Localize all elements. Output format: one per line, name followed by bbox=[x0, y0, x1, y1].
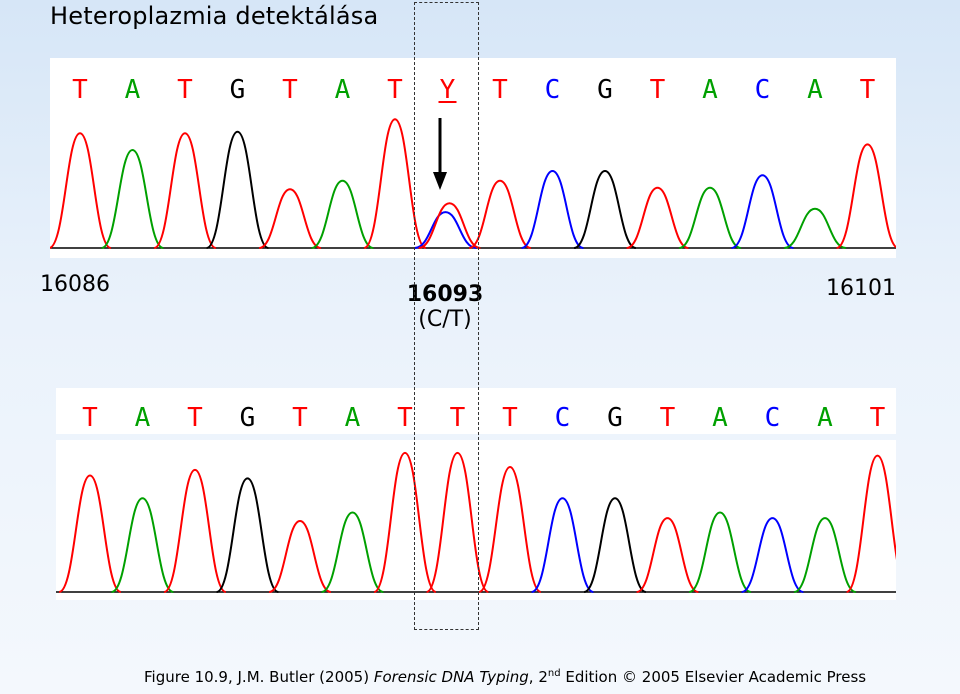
top-base-14: A bbox=[807, 75, 823, 105]
slide-title: Heteroplazmia detektálása bbox=[50, 2, 379, 30]
top-base-10: G bbox=[597, 75, 613, 105]
top-peak-2 bbox=[153, 132, 217, 249]
top-peak-9 bbox=[521, 169, 584, 249]
middle-position-label: 16093 (C/T) bbox=[400, 282, 490, 332]
caption-edition-rest: Edition © 2005 Elsevier Academic Press bbox=[560, 668, 867, 686]
bottom-base-4: T bbox=[292, 403, 308, 433]
top-peak-5 bbox=[311, 179, 374, 249]
bottom-base-9: C bbox=[555, 403, 571, 433]
top-base-2: T bbox=[177, 75, 193, 105]
bottom-base-13: C bbox=[765, 403, 781, 433]
bottom-peak-10 bbox=[583, 497, 647, 593]
bottom-chromatogram bbox=[56, 440, 896, 600]
down-arrow-icon bbox=[433, 118, 447, 190]
bottom-base-1: A bbox=[135, 403, 151, 433]
top-peak-14 bbox=[783, 207, 847, 249]
bottom-peak-8 bbox=[478, 466, 542, 593]
left-position-label: 16086 bbox=[40, 272, 110, 297]
bottom-base-15: T bbox=[870, 403, 886, 433]
bottom-base-12: A bbox=[712, 403, 728, 433]
top-base-4: T bbox=[282, 75, 298, 105]
top-peak-12 bbox=[678, 186, 742, 249]
top-base-5: A bbox=[335, 75, 351, 105]
bottom-peak-9 bbox=[531, 497, 594, 593]
top-base-0: T bbox=[72, 75, 88, 105]
bottom-base-8: T bbox=[502, 403, 518, 433]
bottom-base-14: A bbox=[817, 403, 833, 433]
top-base-9: C bbox=[545, 75, 561, 105]
caption-edition-sup: nd bbox=[547, 668, 561, 679]
top-base-7: Y bbox=[440, 75, 456, 105]
top-base-8: T bbox=[492, 75, 508, 105]
middle-position-variant: (C/T) bbox=[418, 307, 472, 332]
top-peak-8 bbox=[468, 179, 532, 249]
bottom-chromatogram-svg bbox=[56, 451, 896, 593]
bottom-base-0: T bbox=[82, 403, 98, 433]
bottom-base-6: T bbox=[397, 403, 413, 433]
bottom-base-3: G bbox=[240, 403, 256, 433]
bottom-base-10: G bbox=[607, 403, 623, 433]
right-position-label: 16101 bbox=[826, 276, 896, 301]
top-peak-6 bbox=[363, 118, 427, 249]
top-base-15: T bbox=[860, 75, 876, 105]
bottom-peak-5 bbox=[321, 511, 384, 593]
bottom-peak-14 bbox=[793, 517, 857, 593]
bottom-peak-6 bbox=[373, 451, 437, 593]
middle-position-number: 16093 bbox=[406, 282, 484, 307]
bottom-base-2: T bbox=[187, 403, 203, 433]
top-base-3: G bbox=[230, 75, 246, 105]
top-peak-4 bbox=[258, 188, 322, 249]
top-peak-15 bbox=[836, 143, 896, 249]
bottom-peak-12 bbox=[688, 511, 752, 593]
top-peak-3 bbox=[206, 130, 269, 249]
top-peak-7-t bbox=[418, 202, 481, 249]
caption-book-title: Forensic DNA Typing bbox=[373, 668, 529, 686]
bottom-peak-1 bbox=[111, 497, 174, 593]
bottom-base-7: T bbox=[450, 403, 466, 433]
bottom-peak-2 bbox=[163, 468, 227, 593]
top-base-12: A bbox=[702, 75, 718, 105]
caption-edition-prefix: , 2 bbox=[528, 668, 548, 686]
top-peak-1 bbox=[101, 148, 164, 249]
bottom-peak-11 bbox=[636, 517, 699, 593]
bottom-peak-13 bbox=[741, 517, 804, 593]
top-base-11: T bbox=[650, 75, 666, 105]
bottom-peak-0 bbox=[58, 474, 122, 593]
top-peak-10 bbox=[573, 169, 637, 249]
bottom-peak-15 bbox=[846, 454, 896, 593]
figure-caption: Figure 10.9, J.M. Butler (2005) Forensic… bbox=[144, 668, 866, 686]
top-base-1: A bbox=[125, 75, 141, 105]
top-base-13: C bbox=[755, 75, 771, 105]
bottom-base-11: T bbox=[660, 403, 676, 433]
top-peak-0 bbox=[50, 132, 112, 249]
top-peak-13 bbox=[731, 174, 794, 249]
top-peak-11 bbox=[626, 186, 689, 249]
top-base-6: T bbox=[387, 75, 403, 105]
bottom-base-5: A bbox=[345, 403, 361, 433]
bottom-peak-3 bbox=[216, 477, 279, 593]
top-peak-7-c bbox=[414, 211, 477, 249]
bottom-peak-4 bbox=[268, 519, 332, 593]
bottom-peak-7 bbox=[426, 451, 489, 593]
caption-figure: Figure 10.9, J.M. Butler (2005) bbox=[144, 668, 374, 686]
